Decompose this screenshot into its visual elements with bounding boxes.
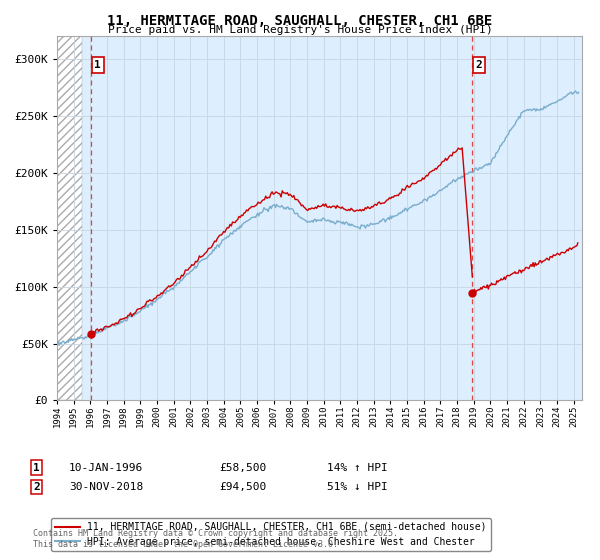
Text: 1: 1 (33, 463, 40, 473)
Text: 2: 2 (33, 482, 40, 492)
Text: 2: 2 (476, 60, 482, 70)
Text: 10-JAN-1996: 10-JAN-1996 (69, 463, 143, 473)
Text: £58,500: £58,500 (219, 463, 266, 473)
Bar (57, 36, 82, 400)
Text: 51% ↓ HPI: 51% ↓ HPI (327, 482, 388, 492)
Text: 14% ↑ HPI: 14% ↑ HPI (327, 463, 388, 473)
Text: 11, HERMITAGE ROAD, SAUGHALL, CHESTER, CH1 6BE: 11, HERMITAGE ROAD, SAUGHALL, CHESTER, C… (107, 14, 493, 28)
Text: 1: 1 (94, 60, 101, 70)
Text: 30-NOV-2018: 30-NOV-2018 (69, 482, 143, 492)
Legend: 11, HERMITAGE ROAD, SAUGHALL, CHESTER, CH1 6BE (semi-detached house), HPI: Avera: 11, HERMITAGE ROAD, SAUGHALL, CHESTER, C… (52, 518, 491, 550)
Text: Contains HM Land Registry data © Crown copyright and database right 2025.
This d: Contains HM Land Registry data © Crown c… (33, 529, 398, 549)
Text: Price paid vs. HM Land Registry's House Price Index (HPI): Price paid vs. HM Land Registry's House … (107, 25, 493, 35)
Text: £94,500: £94,500 (219, 482, 266, 492)
